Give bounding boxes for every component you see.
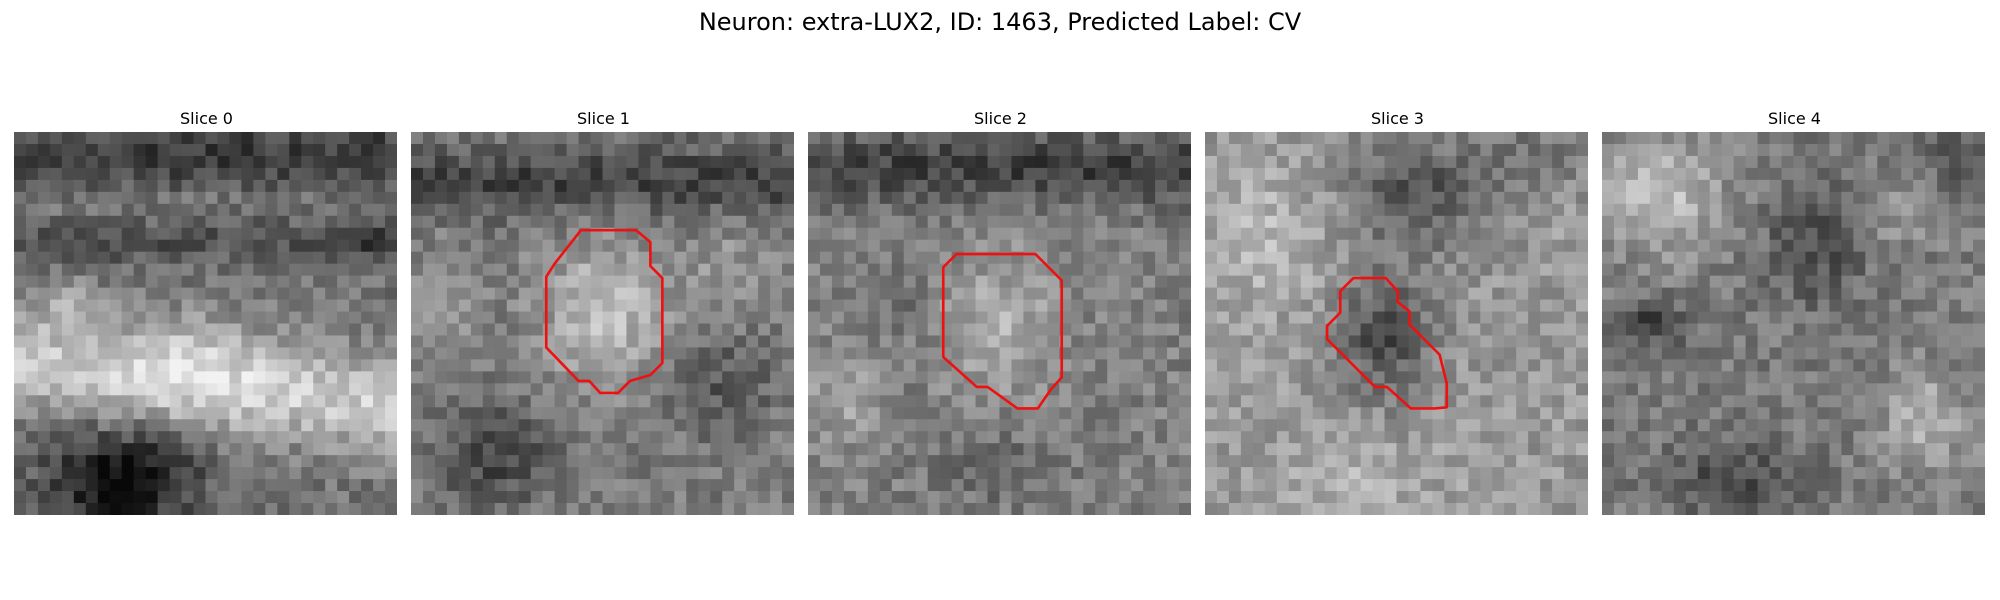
roi-contour xyxy=(941,252,1064,410)
slice-panel-4: Slice 4 xyxy=(1602,106,1987,515)
slice-image xyxy=(808,132,1191,515)
roi-contour xyxy=(544,228,664,395)
slice-title: Slice 2 xyxy=(974,109,1027,128)
slice-title: Slice 1 xyxy=(577,109,630,128)
slice-title: Slice 0 xyxy=(180,109,233,128)
slice-image xyxy=(1205,132,1588,515)
slice-image xyxy=(1602,132,1985,515)
slice-panel-2: Slice 2 xyxy=(808,106,1193,515)
slice-image xyxy=(14,132,397,515)
slice-image xyxy=(411,132,794,515)
roi-contour xyxy=(1325,276,1449,410)
slice-title: Slice 4 xyxy=(1768,109,1821,128)
figure-title: Neuron: extra-LUX2, ID: 1463, Predicted … xyxy=(698,8,1302,36)
slice-title: Slice 3 xyxy=(1371,109,1424,128)
slice-panel-0: Slice 0 xyxy=(14,106,399,515)
slice-panel-3: Slice 3 xyxy=(1205,106,1590,515)
slice-panel-1: Slice 1 xyxy=(411,106,796,515)
